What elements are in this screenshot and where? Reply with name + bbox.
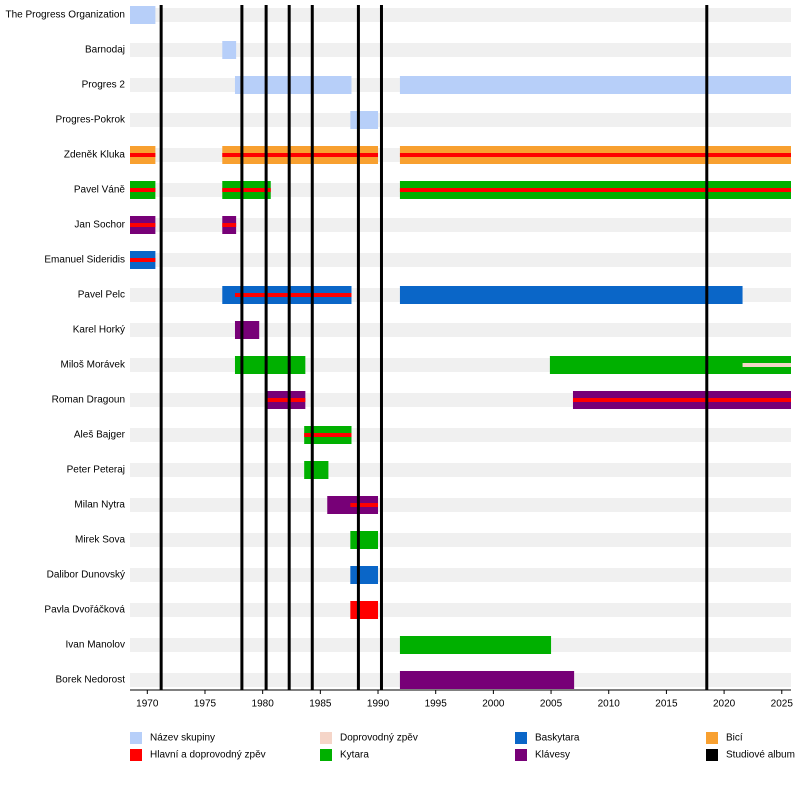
legend-label: Klávesy xyxy=(535,750,570,761)
legend-swatch xyxy=(130,749,142,761)
bar xyxy=(399,636,552,654)
x-tick-label: 2020 xyxy=(713,699,736,710)
bar xyxy=(399,153,791,157)
x-tick-label: 2000 xyxy=(482,699,505,710)
legend-label: Bicí xyxy=(726,733,743,744)
legend-swatch xyxy=(515,732,527,744)
legend-label: Hlavní a doprovodný zpěv xyxy=(150,750,266,761)
row-stripe xyxy=(130,113,791,127)
bar xyxy=(234,321,260,339)
row-stripe xyxy=(130,323,791,337)
legend-label: Baskytara xyxy=(535,733,580,744)
bar xyxy=(130,188,156,192)
bar xyxy=(234,76,352,94)
row-label: Milan Nytra xyxy=(74,500,125,511)
row-stripe xyxy=(130,498,791,512)
x-tick-label: 1980 xyxy=(252,699,275,710)
row-label: The Progress Organization xyxy=(5,10,125,21)
bar xyxy=(304,433,352,437)
bar xyxy=(222,153,379,157)
x-tick-label: 2010 xyxy=(598,699,621,710)
legend-label: Studiové album xyxy=(726,750,795,761)
bar xyxy=(350,503,379,507)
row-label: Roman Dragoun xyxy=(52,395,125,406)
bar xyxy=(572,398,791,402)
row-stripe xyxy=(130,218,791,232)
row-label: Zdeněk Kluka xyxy=(64,150,126,161)
legend-swatch xyxy=(320,749,332,761)
bar xyxy=(399,188,791,192)
row-label: Miloš Morávek xyxy=(61,360,126,371)
x-tick-label: 2025 xyxy=(771,699,794,710)
row-label: Mirek Sova xyxy=(75,535,125,546)
row-label: Pavel Pelc xyxy=(78,290,125,301)
legend-swatch xyxy=(130,732,142,744)
row-label: Pavla Dvořáčková xyxy=(44,605,125,616)
bar xyxy=(130,258,156,262)
bar xyxy=(350,531,379,549)
row-label: Barnodaj xyxy=(85,45,125,56)
row-stripe xyxy=(130,253,791,267)
bar xyxy=(130,223,156,227)
legend-swatch xyxy=(320,732,332,744)
row-stripe xyxy=(130,463,791,477)
bar xyxy=(399,671,575,689)
row-label: Jan Sochor xyxy=(74,220,125,231)
bar xyxy=(266,398,306,402)
bar xyxy=(399,76,791,94)
bar xyxy=(234,356,306,374)
bar xyxy=(549,356,791,374)
bar xyxy=(350,111,379,129)
row-stripe xyxy=(130,533,791,547)
row-label: Peter Peteraj xyxy=(67,465,125,476)
legend-label: Název skupiny xyxy=(150,733,215,744)
row-label: Pavel Váně xyxy=(74,185,126,196)
bar xyxy=(304,461,329,479)
legend-swatch xyxy=(706,732,718,744)
row-label: Aleš Bajger xyxy=(74,430,126,441)
bar xyxy=(350,566,379,584)
x-tick-label: 2005 xyxy=(540,699,563,710)
x-tick-label: 1970 xyxy=(136,699,159,710)
row-label: Ivan Manolov xyxy=(66,640,125,651)
bar xyxy=(742,363,791,367)
bar xyxy=(234,293,352,297)
row-stripe xyxy=(130,8,791,22)
x-tick-label: 1990 xyxy=(367,699,390,710)
x-tick-label: 2015 xyxy=(655,699,678,710)
row-label: Dalibor Dunovský xyxy=(47,570,125,581)
row-label: Progres-Pokrok xyxy=(56,115,126,126)
row-label: Karel Horký xyxy=(73,325,125,336)
row-stripe xyxy=(130,43,791,57)
legend-label: Kytara xyxy=(340,750,369,761)
row-label: Progres 2 xyxy=(82,80,126,91)
x-tick-label: 1985 xyxy=(309,699,332,710)
bar xyxy=(130,153,156,157)
bar xyxy=(130,6,156,24)
row-stripe xyxy=(130,568,791,582)
row-stripe xyxy=(130,603,791,617)
legend-label: Doprovodný zpěv xyxy=(340,733,418,744)
bar xyxy=(222,223,237,227)
bar xyxy=(222,41,237,59)
row-label: Borek Nedorost xyxy=(56,675,126,686)
bar xyxy=(222,188,271,192)
row-label: Emanuel Sideridis xyxy=(44,255,125,266)
bar xyxy=(399,286,743,304)
bar xyxy=(350,601,379,619)
legend-swatch xyxy=(706,749,718,761)
row-stripe xyxy=(130,428,791,442)
x-tick-label: 1995 xyxy=(425,699,448,710)
legend-swatch xyxy=(515,749,527,761)
x-tick-label: 1975 xyxy=(194,699,217,710)
